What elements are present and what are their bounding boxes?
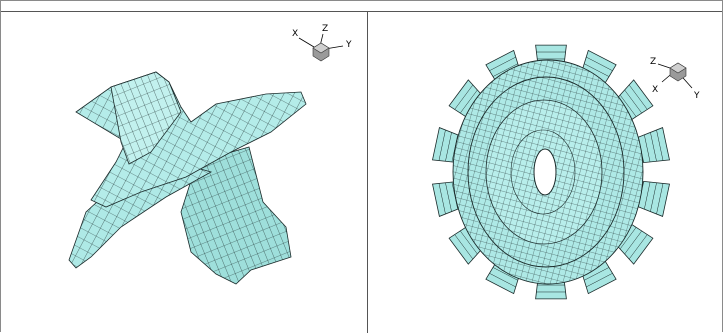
blade-mesh-line bbox=[650, 132, 657, 162]
front-blade-ridge bbox=[110, 71, 182, 165]
blade-mesh-line bbox=[644, 134, 651, 162]
right-mesh-view[interactable]: Z X Y bbox=[368, 12, 723, 333]
blade-mesh-line bbox=[656, 129, 664, 161]
blade-mesh-line bbox=[656, 183, 664, 215]
blade-mesh-line bbox=[584, 267, 610, 281]
center-bore bbox=[533, 148, 557, 196]
right-viewport-panel[interactable]: Z X Y bbox=[368, 12, 723, 333]
blade-mesh-line bbox=[489, 273, 516, 288]
axis-label-y: Y bbox=[345, 40, 352, 50]
axis-label-z: Z bbox=[650, 57, 656, 67]
blade-mesh-line bbox=[489, 56, 516, 71]
blade-mesh-line bbox=[445, 182, 452, 212]
blade-mesh-line bbox=[492, 63, 518, 77]
blade-mesh-line bbox=[624, 89, 642, 114]
blade-mesh-line bbox=[584, 63, 610, 77]
blade-mesh-line bbox=[586, 56, 613, 71]
blade-mesh-line bbox=[586, 273, 613, 288]
frame-top-border bbox=[1, 11, 722, 12]
blade-mesh-line bbox=[644, 182, 651, 210]
axes-triad: Z X Y bbox=[650, 57, 700, 101]
blade-mesh-line bbox=[460, 230, 478, 255]
axis-label-y: Y bbox=[693, 91, 700, 101]
blade-mesh-line bbox=[438, 183, 446, 215]
blade-mesh-line bbox=[454, 84, 474, 110]
axis-label-x: X bbox=[652, 85, 658, 95]
blade-mesh-line bbox=[460, 89, 478, 114]
rotor-blade bbox=[637, 180, 670, 217]
blade-mesh-line bbox=[650, 182, 657, 212]
hub-stem-surface bbox=[180, 146, 292, 285]
blade-mesh-line bbox=[619, 227, 637, 250]
left-mesh-view[interactable]: X Z Y bbox=[1, 12, 367, 333]
blade-mesh-line bbox=[624, 230, 642, 255]
panel-divider bbox=[367, 11, 368, 333]
rotor-blade bbox=[637, 127, 670, 164]
axes-triad: X Z Y bbox=[292, 24, 352, 62]
blade-mesh-line bbox=[445, 132, 452, 162]
blade-mesh-line bbox=[628, 234, 648, 260]
axis-label-z: Z bbox=[322, 24, 328, 34]
blade-mesh-line bbox=[628, 84, 648, 110]
blade-mesh-line bbox=[619, 94, 637, 117]
left-viewport-panel[interactable]: X Z Y bbox=[1, 12, 367, 333]
blade-mesh-line bbox=[454, 234, 474, 260]
axis-label-x: X bbox=[292, 29, 298, 39]
blade-mesh-line bbox=[438, 129, 446, 161]
blade-mesh-line bbox=[492, 267, 518, 281]
